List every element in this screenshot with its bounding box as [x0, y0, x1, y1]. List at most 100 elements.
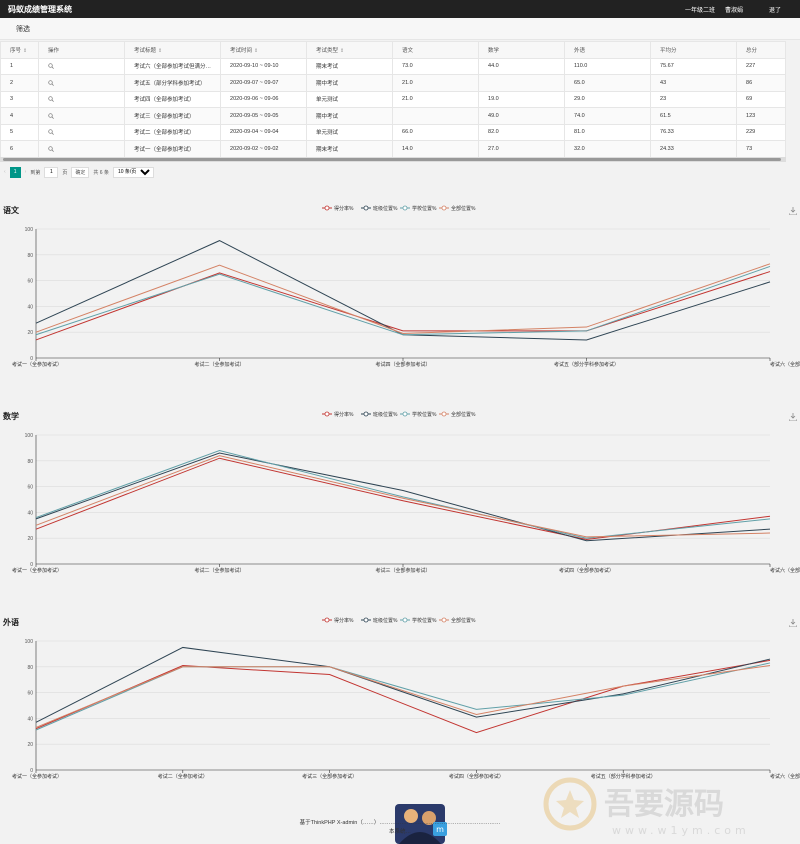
- legend-item[interactable]: 班级位置%: [361, 617, 398, 624]
- search-icon[interactable]: [48, 63, 54, 69]
- col-header[interactable]: 考试时间 ⇕: [220, 41, 308, 59]
- x-tick-label: 考试二（全参加考试）: [194, 361, 244, 368]
- table-row[interactable]: 4 考试三（全部参加考试） 2020-09-05 ~ 09-05 期中考试 49.0 74…: [0, 107, 786, 125]
- prev-page-icon[interactable]: ‹: [4, 169, 6, 175]
- legend-label: 全部位置%: [451, 205, 476, 212]
- y-tick-label: 0: [30, 356, 33, 362]
- legend-item[interactable]: 学校位置%: [400, 411, 437, 418]
- col-header: 平均分: [650, 41, 738, 59]
- table-cell: 14.0: [392, 140, 480, 158]
- table-cell: 69: [736, 90, 786, 108]
- view-action[interactable]: [38, 123, 125, 141]
- table-cell: [392, 107, 480, 125]
- table-cell: 考试五（部分学科参加考试）: [123, 74, 222, 92]
- table-row[interactable]: 6 考试一（全部参加考试） 2020-09-02 ~ 09-02 期末考试 14.0 27…: [0, 140, 786, 158]
- legend-item[interactable]: 班级位置%: [361, 411, 398, 418]
- legend-marker: [363, 617, 369, 623]
- series-line: [35, 457, 771, 540]
- table-cell: 考试一（全部参加考试）: [123, 140, 222, 158]
- legend-item[interactable]: 得分率%: [322, 411, 354, 418]
- series-line: [35, 662, 771, 731]
- logout-link[interactable]: 退了: [768, 7, 781, 14]
- col-header[interactable]: 序号 ⇕: [0, 41, 39, 59]
- legend-item[interactable]: 全部位置%: [439, 617, 476, 624]
- y-tick-label: 80: [27, 253, 33, 259]
- x-tick-label: 考试六（全部参加考试但满分不同）: [770, 773, 800, 780]
- legend-label: 得分率%: [334, 205, 354, 212]
- app-title: 码蚁成绩管理系统: [8, 5, 72, 14]
- table-cell: 考试四（全部参加考试）: [123, 90, 222, 108]
- table-cell: 29.0: [564, 90, 652, 108]
- table-cell: 66.0: [392, 123, 480, 141]
- y-tick-label: 100: [25, 227, 34, 233]
- legend-item[interactable]: 班级位置%: [361, 205, 398, 212]
- y-tick-label: 20: [27, 330, 33, 336]
- x-tick-label: 考试四（全部参加考试）: [559, 567, 614, 574]
- class-selector[interactable]: 一年级二班: [684, 7, 715, 14]
- goto-page-input[interactable]: [44, 166, 59, 178]
- next-page-icon[interactable]: ›: [24, 169, 27, 175]
- y-tick-label: 80: [27, 665, 33, 671]
- y-tick-label: 100: [25, 433, 34, 439]
- legend-item[interactable]: 得分率%: [322, 205, 354, 212]
- legend-item[interactable]: 学校位置%: [400, 205, 437, 212]
- table-cell: 73: [736, 140, 786, 158]
- legend-item[interactable]: 全部位置%: [439, 205, 476, 212]
- anime-illustration: m: [385, 798, 455, 844]
- view-action[interactable]: [38, 90, 125, 108]
- table-cell: 2020-09-04 ~ 09-04: [220, 123, 308, 141]
- table-cell: 61.5: [650, 107, 738, 125]
- col-header[interactable]: 考试类型 ⇕: [306, 41, 394, 59]
- legend-item[interactable]: 全部位置%: [439, 411, 476, 418]
- search-icon[interactable]: [48, 112, 54, 119]
- legend-label: 班级位置%: [373, 205, 398, 212]
- table-header-row: 序号 ⇕ 操作 考试标题 ⇕ 考试时间 ⇕ 考试类型 ⇕ 语文 数学 外语 平均分 总分: [0, 41, 786, 59]
- table-cell: 82.0: [478, 123, 566, 141]
- series-line: [35, 659, 771, 734]
- y-tick-label: 100: [25, 639, 34, 645]
- horizontal-scrollbar[interactable]: [0, 157, 786, 162]
- table-cell: 24.33: [650, 140, 738, 158]
- table-row[interactable]: 5 考试二（全部参加考试） 2020-09-04 ~ 09-04 单元测试 66.0 82…: [0, 123, 786, 141]
- page-size-select[interactable]: 10 条/页: [112, 166, 154, 178]
- legend-item[interactable]: 学校位置%: [400, 617, 437, 624]
- view-action[interactable]: [38, 140, 125, 158]
- goto-label: 到第: [30, 169, 41, 176]
- user-menu[interactable]: 曹淑娟: [724, 7, 743, 14]
- col-header[interactable]: 考试标题 ⇕: [123, 41, 222, 59]
- page-1-button[interactable]: 1: [9, 166, 21, 178]
- table-cell: 2020-09-07 ~ 09-07: [220, 74, 308, 92]
- view-action[interactable]: [38, 74, 125, 92]
- table-cell: 73.0: [392, 57, 480, 75]
- table-cell: 43: [650, 74, 738, 92]
- table-cell: 考试二（全部参加考试）: [123, 123, 222, 141]
- search-icon[interactable]: [48, 129, 54, 135]
- goto-confirm-button[interactable]: 确定: [71, 166, 90, 178]
- table-cell: 32.0: [564, 140, 652, 158]
- table-cell: 229: [736, 123, 786, 141]
- series-line: [35, 271, 771, 341]
- search-icon[interactable]: [48, 145, 54, 152]
- x-tick-label: 考试四（全部参加考试）: [449, 773, 504, 780]
- table-row[interactable]: 2 考试五（部分学科参加考试） 2020-09-07 ~ 09-07 期中考试 21.0…: [0, 74, 786, 92]
- line-chart-math: 得分率% 班级位置% 学校位置% 全部位置% 0 20 40 60 80 100 考试一（全参加考试…: [12, 411, 800, 574]
- top-bar-right: 一年级二班 曹淑娟 退了: [682, 0, 800, 18]
- y-tick-label: 80: [27, 459, 33, 465]
- legend-item[interactable]: 得分率%: [322, 617, 354, 624]
- table-cell: 21.0: [392, 90, 480, 108]
- view-action[interactable]: [38, 107, 125, 125]
- scrollbar-thumb[interactable]: [3, 158, 781, 161]
- table-row[interactable]: 1 考试六（全部参加考试但满分… 2020-09-10 ~ 09-10 期末考试 73.…: [0, 57, 786, 75]
- search-icon[interactable]: [48, 79, 54, 86]
- table-cell: 考试三（全部参加考试）: [123, 107, 222, 125]
- legend-marker: [324, 411, 330, 417]
- search-icon[interactable]: [48, 96, 54, 102]
- filter-button[interactable]: 筛选: [16, 26, 30, 33]
- y-tick-label: 60: [27, 485, 33, 491]
- x-tick-label: 考试五（部分学科参加考试）: [554, 361, 619, 368]
- table-cell: 6: [0, 140, 39, 158]
- view-action[interactable]: [38, 57, 125, 75]
- legend-marker: [363, 411, 369, 417]
- table-row[interactable]: 3 考试四（全部参加考试） 2020-09-06 ~ 09-06 单元测试 21.0 19…: [0, 90, 786, 108]
- y-tick-label: 40: [27, 510, 33, 516]
